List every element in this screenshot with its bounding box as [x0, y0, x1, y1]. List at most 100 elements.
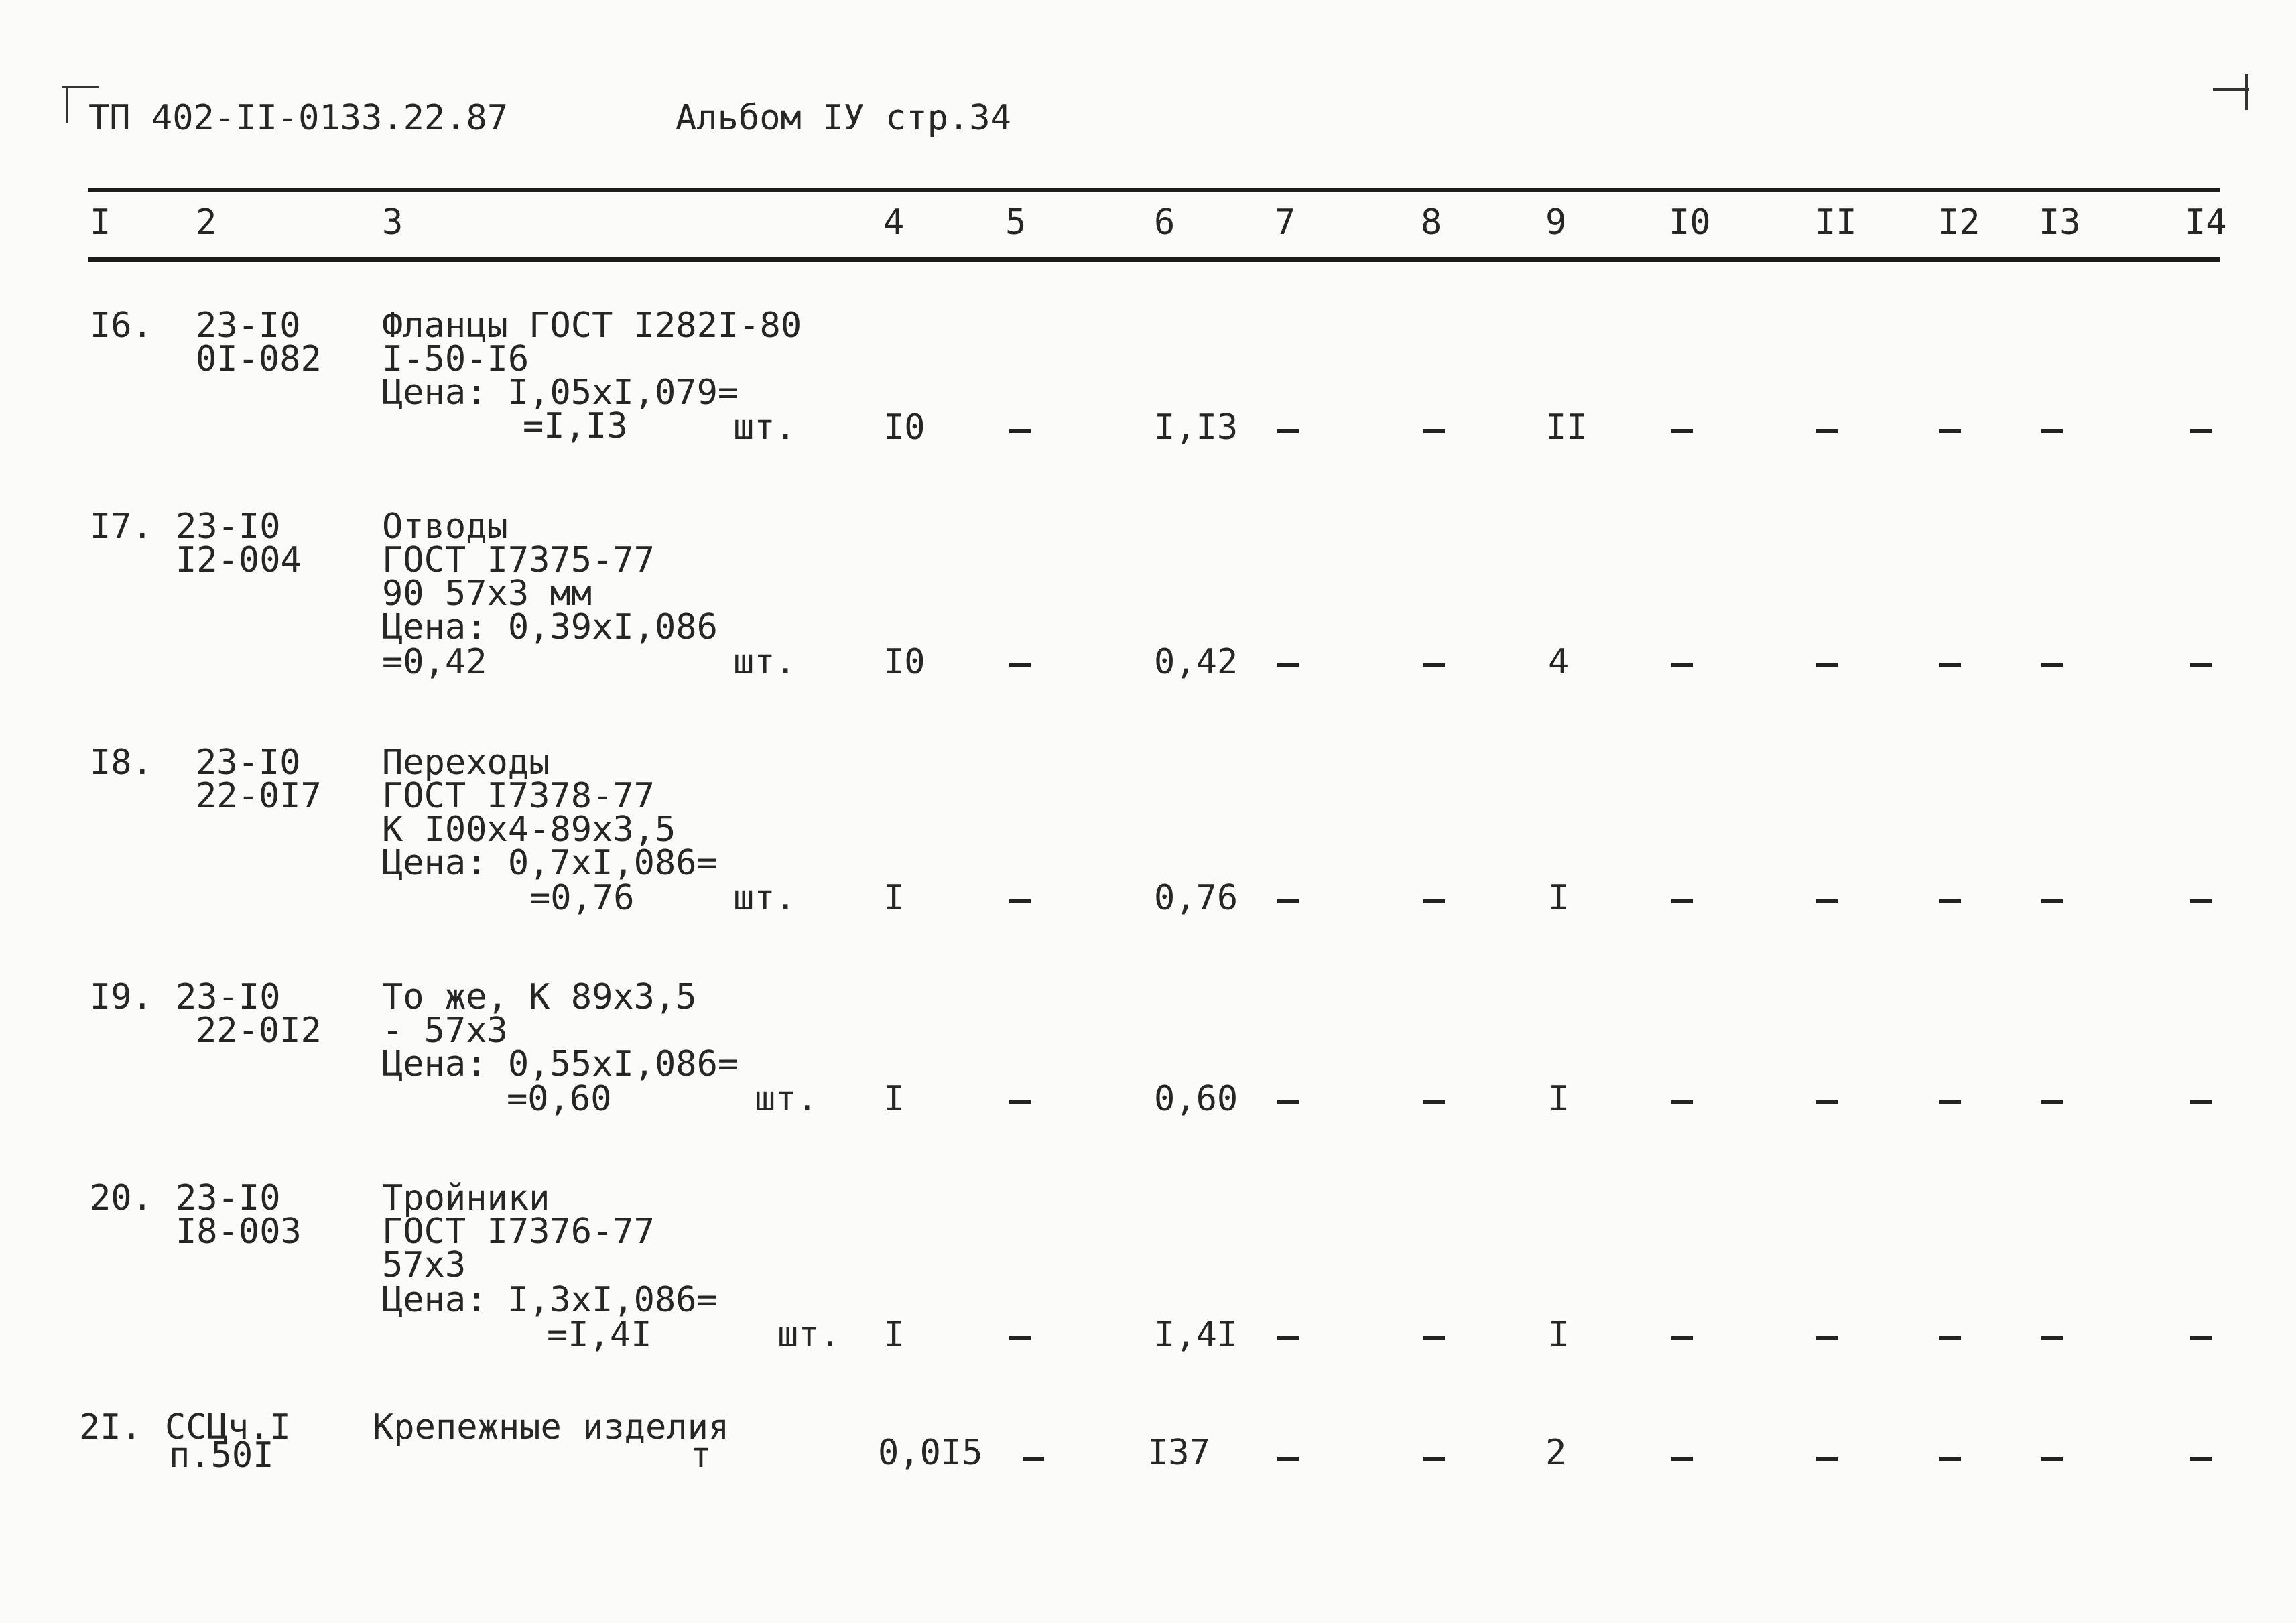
item-description: =0,60: [507, 1079, 612, 1119]
column-header: I2: [1938, 202, 1980, 243]
column-header: 7: [1275, 202, 1296, 243]
cell-col12: [1939, 1336, 1961, 1340]
item-description: =0,42: [382, 642, 487, 682]
column-header: 9: [1545, 202, 1567, 243]
cell-col7: [1277, 1457, 1299, 1461]
cell-col9: II: [1545, 407, 1588, 448]
cell-col7: [1277, 899, 1299, 903]
cell-col5: [1009, 1100, 1031, 1104]
row-number: I9.: [90, 977, 153, 1017]
cell-col5: [1009, 1336, 1031, 1340]
item-code: 23-I0: [176, 977, 281, 1017]
cell-col5: [1009, 663, 1031, 667]
item-description: =I,4I: [547, 1315, 652, 1355]
cell-col4: I0: [883, 407, 926, 448]
item-description: ГОСТ I7376-77: [382, 1212, 655, 1252]
cell-col13: [2041, 1336, 2063, 1340]
item-description: Цена: 0,55xI,086=: [382, 1044, 739, 1084]
cell-col11: [1816, 429, 1838, 433]
column-header: I4: [2185, 202, 2227, 243]
item-description: Цена: I,3xI,086=: [382, 1280, 718, 1320]
item-unit: шт.: [755, 1079, 818, 1119]
item-code: 22-0I2: [196, 1011, 322, 1051]
cell-col14: [2190, 429, 2212, 433]
item-description: ГОСТ I7378-77: [382, 776, 655, 816]
item-description: Фланцы ГОСТ I282I-80: [382, 306, 802, 346]
cell-col9: I: [1548, 878, 1570, 918]
corner-mark-right-v: [2245, 74, 2248, 110]
row-number: I7.: [90, 507, 153, 547]
cell-col6: I,4I: [1154, 1315, 1238, 1355]
cell-col9: 4: [1548, 642, 1570, 682]
cell-col10: [1671, 1336, 1693, 1340]
cell-col10: [1671, 1457, 1693, 1461]
column-header: 4: [883, 202, 905, 243]
column-header: 5: [1005, 202, 1027, 243]
row-number: I8.: [90, 742, 153, 783]
item-code: 23-I0: [176, 1178, 281, 1218]
cell-col5: [1023, 1457, 1044, 1461]
cell-col11: [1816, 1457, 1838, 1461]
row-number: 20.: [90, 1178, 153, 1218]
table-header-rule: [88, 257, 2220, 262]
cell-col13: [2041, 899, 2063, 903]
item-description: Цена: I,05xI,079=: [382, 373, 739, 413]
item-code: 23-I0: [196, 742, 301, 783]
item-unit: шт.: [733, 642, 796, 682]
item-description: Цена: 0,7xI,086=: [382, 843, 718, 883]
item-description: =I,I3: [523, 406, 628, 446]
cell-col10: [1671, 1100, 1693, 1104]
row-number: 2I.: [79, 1407, 142, 1447]
column-header: 8: [1421, 202, 1442, 243]
item-description: Переходы: [382, 742, 550, 783]
cell-col6: 0,42: [1154, 642, 1238, 682]
column-header: 3: [382, 202, 403, 243]
cell-col9: I: [1548, 1315, 1570, 1355]
item-code: I2-004: [176, 540, 302, 580]
column-header: II: [1815, 202, 1857, 243]
cell-col4: I: [883, 878, 905, 918]
item-description: То же, К 89x3,5: [382, 977, 697, 1017]
cell-col12: [1939, 663, 1961, 667]
table-top-rule: [88, 188, 2220, 192]
cell-col8: [1423, 1457, 1445, 1461]
cell-col14: [2190, 1100, 2212, 1104]
cell-col10: [1671, 429, 1693, 433]
item-unit: шт.: [777, 1315, 840, 1355]
item-code: п.50I: [169, 1435, 274, 1476]
item-description: - 57x3: [382, 1011, 508, 1051]
document-code: ТП 402-II-0133.22.87: [88, 98, 509, 138]
item-unit: т: [690, 1435, 712, 1476]
cell-col7: [1277, 1100, 1299, 1104]
corner-mark-left-v: [66, 86, 68, 123]
item-description: К I00x4-89x3,5: [382, 809, 676, 850]
cell-col6: I,I3: [1154, 407, 1238, 448]
cell-col5: [1009, 429, 1031, 433]
item-description: 57x3: [382, 1245, 466, 1285]
cell-col10: [1671, 663, 1693, 667]
column-header: 6: [1154, 202, 1175, 243]
item-code: ССЦч.I: [165, 1407, 291, 1447]
cell-col14: [2190, 1336, 2212, 1340]
item-description: ГОСТ I7375-77: [382, 540, 655, 580]
item-description: Отводы: [382, 507, 508, 547]
item-description: Тройники: [382, 1178, 550, 1218]
cell-col12: [1939, 1457, 1961, 1461]
cell-col12: [1939, 899, 1961, 903]
item-code: 22-0I7: [196, 776, 322, 816]
cell-col13: [2041, 1457, 2063, 1461]
item-description: 90 57x3 мм: [382, 574, 592, 614]
cell-col11: [1816, 1100, 1838, 1104]
cell-col10: [1671, 899, 1693, 903]
item-code: 23-I0: [196, 306, 301, 346]
item-unit: шт.: [733, 407, 796, 448]
column-header: 2: [196, 202, 217, 243]
cell-col4: I: [883, 1315, 905, 1355]
corner-mark-left-h: [62, 86, 99, 88]
item-code: I8-003: [176, 1212, 302, 1252]
row-number: I6.: [90, 306, 153, 346]
cell-col8: [1423, 1336, 1445, 1340]
cell-col7: [1277, 1336, 1299, 1340]
cell-col13: [2041, 429, 2063, 433]
cell-col14: [2190, 1457, 2212, 1461]
